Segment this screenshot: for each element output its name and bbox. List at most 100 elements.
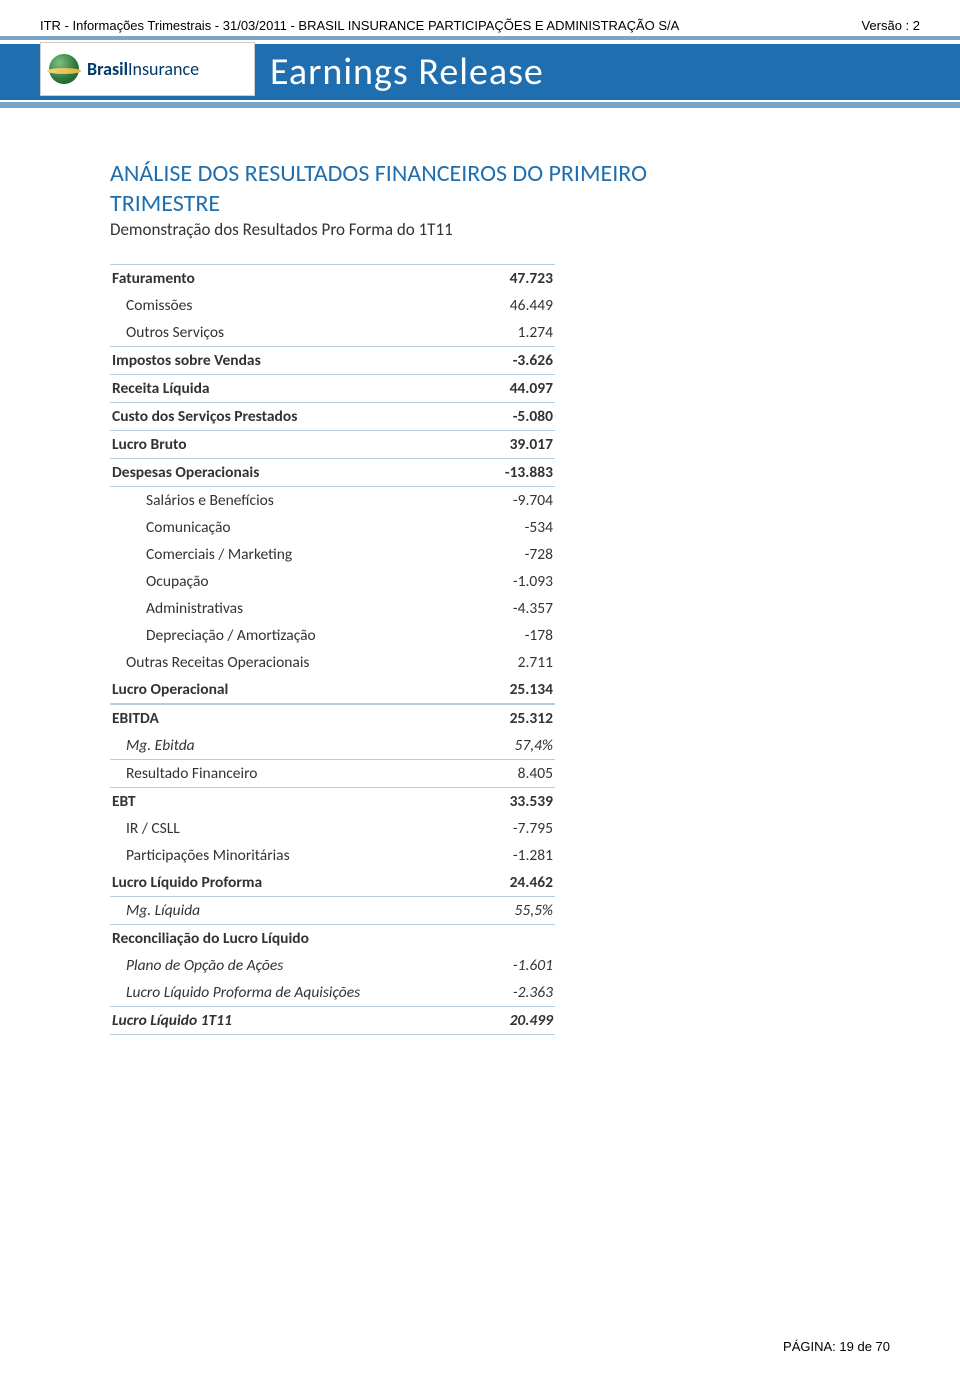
row-value: -7.795 [473, 819, 553, 838]
row-label: Lucro Líquido Proforma de Aquisições [112, 983, 473, 1002]
table-row: Depreciação / Amortização-178 [110, 622, 555, 649]
company-logo: BrasilInsurance [40, 42, 255, 96]
table-row: Outros Serviços1.274 [110, 319, 555, 347]
page-footer: PÁGINA: 19 de 70 [783, 1339, 890, 1354]
row-label: Resultado Financeiro [112, 764, 473, 783]
row-label: EBT [112, 792, 473, 811]
row-label: Mg. Ebitda [112, 736, 473, 755]
row-label: Custo dos Serviços Prestados [112, 407, 473, 426]
row-value: 20.499 [473, 1011, 553, 1030]
row-value: -1.093 [473, 572, 553, 591]
table-row: Lucro Operacional25.134 [110, 676, 555, 704]
row-label: EBITDA [112, 709, 473, 728]
table-row: Outras Receitas Operacionais2.711 [110, 649, 555, 676]
table-row: Mg. Líquida55,5% [110, 897, 555, 925]
section-title-line1: ANÁLISE DOS RESULTADOS FINANCEIROS DO PR… [110, 160, 880, 188]
row-value: 39.017 [473, 435, 553, 454]
table-row: Receita Líquida44.097 [110, 375, 555, 403]
row-label: Salários e Benefícios [112, 491, 473, 510]
row-label: Reconciliação do Lucro Líquido [112, 929, 473, 948]
doc-version: Versão : 2 [861, 18, 920, 33]
row-label: IR / CSLL [112, 819, 473, 838]
table-row: Participações Minoritárias-1.281 [110, 842, 555, 869]
row-value: 44.097 [473, 379, 553, 398]
row-label: Lucro Bruto [112, 435, 473, 454]
row-label: Administrativas [112, 599, 473, 618]
row-value [473, 929, 553, 948]
section-subtitle: Demonstração dos Resultados Pro Forma do… [110, 219, 880, 240]
row-label: Comerciais / Marketing [112, 545, 473, 564]
row-value: 46.449 [473, 296, 553, 315]
row-label: Lucro Líquido Proforma [112, 873, 473, 892]
table-row: Despesas Operacionais-13.883 [110, 459, 555, 487]
table-row: Salários e Benefícios-9.704 [110, 487, 555, 514]
doc-info: ITR - Informações Trimestrais - 31/03/20… [40, 18, 679, 33]
header-meta: ITR - Informações Trimestrais - 31/03/20… [40, 18, 920, 33]
table-row: Mg. Ebitda57,4% [110, 732, 555, 760]
table-row: Lucro Líquido 1T1120.499 [110, 1006, 555, 1035]
table-row: Impostos sobre Vendas-3.626 [110, 347, 555, 375]
table-row: Ocupação-1.093 [110, 568, 555, 595]
table-row: Lucro Líquido Proforma24.462 [110, 869, 555, 897]
main-content: ANÁLISE DOS RESULTADOS FINANCEIROS DO PR… [110, 160, 880, 1035]
table-row: Resultado Financeiro8.405 [110, 760, 555, 788]
row-label: Plano de Opção de Ações [112, 956, 473, 975]
row-value: 8.405 [473, 764, 553, 783]
table-row: Reconciliação do Lucro Líquido [110, 925, 555, 952]
table-row: Comerciais / Marketing-728 [110, 541, 555, 568]
row-value: 33.539 [473, 792, 553, 811]
row-value: 25.134 [473, 680, 553, 699]
logo-text-rest: Insurance [128, 58, 199, 80]
row-label: Faturamento [112, 269, 473, 288]
table-row: Faturamento47.723 [110, 264, 555, 292]
row-label: Outras Receitas Operacionais [112, 653, 473, 672]
row-value: 55,5% [473, 901, 553, 920]
table-row: Custo dos Serviços Prestados-5.080 [110, 403, 555, 431]
row-value: 57,4% [473, 736, 553, 755]
row-value: 47.723 [473, 269, 553, 288]
row-value: 24.462 [473, 873, 553, 892]
table-row: Plano de Opção de Ações-1.601 [110, 952, 555, 979]
row-value: 2.711 [473, 653, 553, 672]
table-row: Administrativas-4.357 [110, 595, 555, 622]
row-value: 1.274 [473, 323, 553, 342]
row-label: Ocupação [112, 572, 473, 591]
row-label: Impostos sobre Vendas [112, 351, 473, 370]
table-row: Lucro Líquido Proforma de Aquisições-2.3… [110, 979, 555, 1006]
banner-stripe-top [0, 36, 960, 40]
row-label: Participações Minoritárias [112, 846, 473, 865]
row-value: -178 [473, 626, 553, 645]
financial-table: Faturamento47.723Comissões46.449Outros S… [110, 264, 555, 1035]
row-label: Outros Serviços [112, 323, 473, 342]
row-value: -1.601 [473, 956, 553, 975]
row-label: Comissões [112, 296, 473, 315]
row-value: 25.312 [473, 709, 553, 728]
row-label: Comunicação [112, 518, 473, 537]
row-value: -3.626 [473, 351, 553, 370]
row-value: -9.704 [473, 491, 553, 510]
table-row: Comissões46.449 [110, 292, 555, 319]
table-row: Lucro Bruto39.017 [110, 431, 555, 459]
row-label: Lucro Operacional [112, 680, 473, 699]
logo-text: BrasilInsurance [87, 58, 199, 80]
banner-title: Earnings Release [270, 44, 960, 100]
row-value: -728 [473, 545, 553, 564]
globe-icon [49, 54, 79, 84]
row-value: -534 [473, 518, 553, 537]
table-row: EBT33.539 [110, 788, 555, 815]
row-label: Receita Líquida [112, 379, 473, 398]
row-value: -4.357 [473, 599, 553, 618]
row-label: Mg. Líquida [112, 901, 473, 920]
table-row: EBITDA25.312 [110, 704, 555, 732]
row-label: Depreciação / Amortização [112, 626, 473, 645]
table-row: Comunicação-534 [110, 514, 555, 541]
logo-text-bold: Brasil [87, 58, 128, 80]
banner-stripe-bottom [0, 102, 960, 108]
row-value: -1.281 [473, 846, 553, 865]
section-title-line2: TRIMESTRE [110, 190, 880, 218]
row-label: Despesas Operacionais [112, 463, 473, 482]
table-row: IR / CSLL-7.795 [110, 815, 555, 842]
row-value: -13.883 [473, 463, 553, 482]
row-value: -5.080 [473, 407, 553, 426]
row-label: Lucro Líquido 1T11 [112, 1011, 473, 1030]
